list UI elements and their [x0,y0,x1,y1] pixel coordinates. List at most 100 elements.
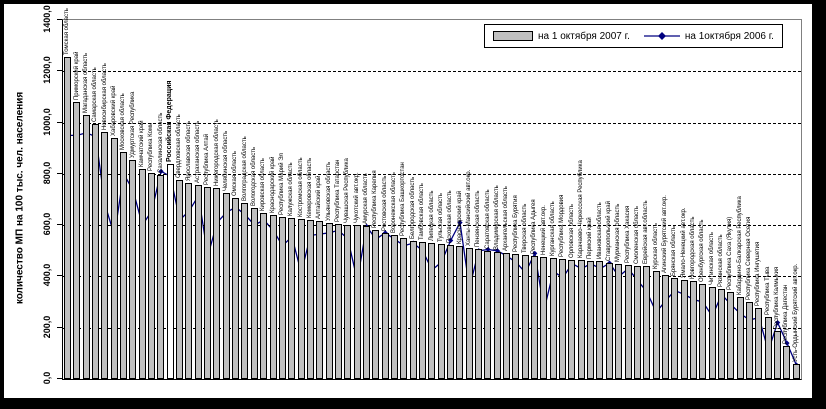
bar-label: Республика Бурятия [513,195,519,252]
bar [783,346,790,379]
bar [241,203,248,379]
diamond-marker-icon [485,246,491,253]
bar [475,249,482,379]
bar-label: Калужская область [288,162,294,216]
bar-label: Кемеровская область [307,157,313,218]
legend: на 1 октября 2007 г. на 1октября 2006 г. [484,24,783,48]
gridline-800 [63,174,801,175]
bar-label: Республика Тыва [765,266,771,315]
figure-background: количество МП на 100 тыс. чел. населения… [4,4,812,398]
y-tick [57,327,62,328]
bar-label: Ханты-Мансийский авт.окр. [466,169,472,246]
bar-label: Республика Башкортостан [400,162,406,236]
diamond-marker-icon [784,340,790,346]
bar-label: Вологодская область [251,146,257,206]
bar [185,183,192,379]
diamond-marker-icon [457,219,463,226]
bar [111,138,118,379]
bar-label: Тульская область [438,192,444,242]
bar-label: Свердловская область [176,114,182,178]
bar [335,224,342,379]
bar [354,225,361,379]
bar-label: Республика Калмыкия [774,266,780,329]
bar [213,188,220,379]
bar [204,187,211,379]
bar-label: Республика Ингушетия [755,241,761,306]
bar-label: Владимирская область [494,185,500,250]
bar [699,284,706,379]
bar [260,213,267,379]
legend-label-2007: на 1 октября 2007 г. [538,30,630,42]
bar-label: Чувашская Республика [344,158,350,223]
bar [718,289,725,379]
bar-label: Магаданская область [83,52,89,113]
bar-label: Челябинская область [223,130,229,191]
bar-label: Ямало-Ненецкий авт.окр. [681,207,687,278]
bar [774,331,781,379]
bar [578,260,585,379]
bar-swatch-icon [493,31,533,41]
bar-label: Республика Адыгея [531,199,537,254]
bar-label: Еврейская авт.область [643,200,649,264]
bar-label: Республика Марий Эл [279,153,285,215]
bar-label: Саратовская область [485,189,491,249]
bar-label: Республика Северная Осетия [746,216,752,300]
bar-label: Республика Татарстан [335,159,341,222]
plot-area: Томская область Приморский край Магаданска… [62,8,802,380]
bar-label: Республика Саха (Якутия) [727,216,733,290]
bar-russian-federation [167,164,174,379]
bar [382,233,389,379]
bar-label: Республика Мордовия [559,194,565,257]
y-tick-label: 1400,0 [42,5,52,33]
y-tick-label: 800,0 [42,161,52,185]
bar-label: Амурская область [363,173,369,224]
bar [64,57,71,379]
bar-label: Хабаровский край [111,85,117,136]
bar-label: Ставропольский край [606,201,612,261]
bar-label: Республика Хакасия [625,205,631,263]
bar [410,241,417,379]
bar [568,260,575,379]
bar [400,238,407,379]
bar-label: Астраханская область [195,120,201,183]
bar-label: Томская область [64,8,70,55]
bar-label: Удмуртская Республика [130,91,136,158]
diamond-marker-icon [448,237,454,244]
bar-label: Чукотский авт.окр. [354,172,360,223]
bar [73,102,80,379]
gridline-1000 [63,123,801,124]
legend-label-2006: на 1октября 2006 г. [684,30,774,42]
bar-label: Кировская область [260,158,266,211]
bar-label: Пензенская область [475,190,481,247]
bar [671,278,678,379]
bar [625,265,632,379]
bar [298,219,305,379]
bar-label: Тамбовская область [419,183,425,240]
bar-label: Тверская область [522,203,528,253]
y-tick [57,70,62,71]
bar-label: Самарская область [92,67,98,122]
bar-label: Российская Федерация [166,80,173,162]
y-tick [57,122,62,123]
y-tick-label: 400,0 [42,263,52,287]
bar-label: Новгородская область [690,216,696,279]
bar-label: Сахалинская область [158,112,164,173]
bar [428,243,435,379]
bar-label: Нижегородская область [214,119,220,186]
bar-label: Читинская область [709,232,715,285]
bar [251,208,258,379]
bar-label: Карачаево-Черкесская Республика [578,160,584,258]
bar [157,175,164,379]
bar-label: Республика Карелия [372,170,378,228]
bar-label: Краснодарский край [270,156,276,213]
bar-label: Ивановская область [597,202,603,259]
bar-label: Воронежская область [391,172,397,233]
bar-label: Агинский Бурятский авт.окр. [662,195,668,273]
bar [372,230,379,379]
bar-label: Белгородская область [410,176,416,239]
bar [559,259,566,379]
bar-label: Костромская область [298,157,304,217]
y-axis-title: количество МП на 100 тыс. чел. населения [14,91,26,305]
bar-label: Пермский край [587,217,593,259]
